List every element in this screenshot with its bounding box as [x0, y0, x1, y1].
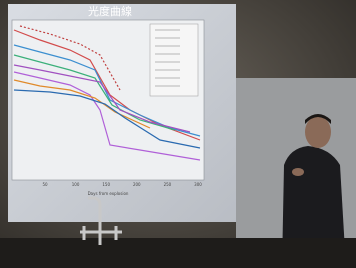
presenter-hand	[292, 168, 304, 176]
legend-box	[150, 24, 198, 96]
x-axis-label: Days from explosion	[88, 191, 129, 196]
x-tick-label: 100	[72, 182, 80, 187]
desk	[0, 238, 356, 268]
page: 光度曲線 50 100 150 200 250 300 Days from explosi…	[0, 0, 356, 268]
slide-title: 光度曲線	[88, 4, 132, 18]
x-tick-label: 150	[102, 182, 110, 187]
x-tick-label: 50	[42, 182, 48, 187]
photo: 光度曲線 50 100 150 200 250 300 Days from explosi…	[0, 0, 356, 268]
x-tick-label: 250	[164, 182, 172, 187]
presenter-head	[305, 116, 331, 148]
x-tick-label: 300	[194, 182, 202, 187]
x-tick-label: 200	[133, 182, 141, 187]
